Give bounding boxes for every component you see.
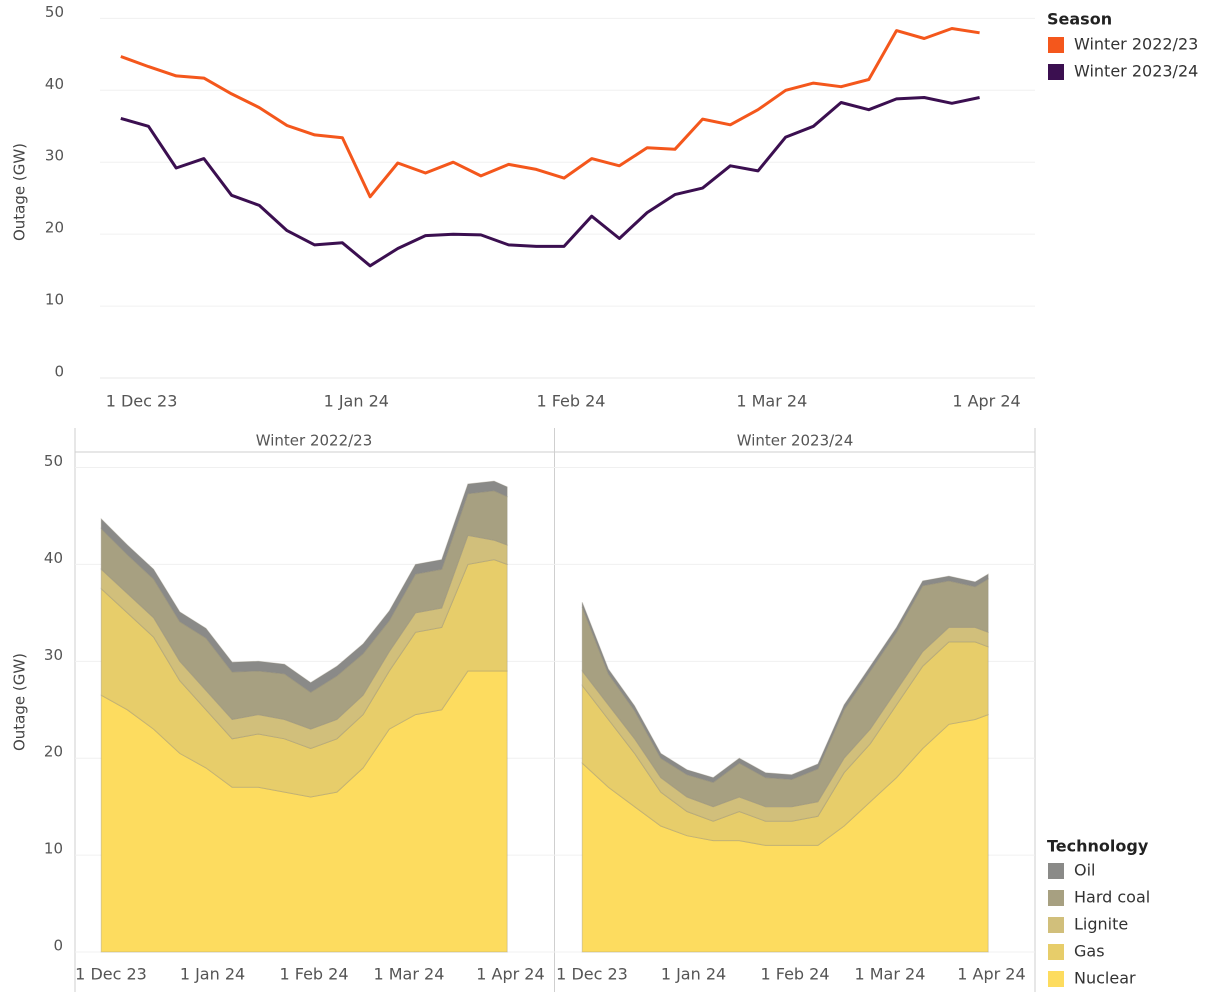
x-tick-label: 1 Feb 24: [279, 965, 348, 984]
legend-label: Gas: [1074, 942, 1105, 961]
y-tick-label: 40: [44, 549, 63, 567]
legend-label: Nuclear: [1074, 969, 1136, 988]
x-tick-label: 1 Feb 24: [536, 392, 605, 411]
legend-label: Oil: [1074, 861, 1095, 880]
legend-swatch: [1048, 890, 1064, 906]
x-tick-label: 1 Dec 23: [556, 965, 628, 984]
x-tick-label: 1 Apr 24: [952, 392, 1020, 411]
y-tick-label: 50: [44, 452, 63, 470]
y-tick-label: 0: [54, 363, 64, 381]
x-tick-label: 1 Mar 24: [373, 965, 444, 984]
x-tick-label: 1 Apr 24: [957, 965, 1025, 984]
y-tick-label: 40: [45, 75, 64, 93]
y-tick-label: 0: [53, 937, 63, 955]
line-series: [120, 96, 980, 268]
y-tick-label: 10: [45, 291, 64, 309]
area-series: [581, 573, 989, 783]
legend-title: Season: [1047, 10, 1112, 29]
x-tick-label: 1 Jan 24: [661, 965, 726, 984]
y-tick-label: 20: [45, 219, 64, 237]
legend-label: Winter 2023/24: [1074, 62, 1198, 81]
y-tick-label: 20: [44, 743, 63, 761]
y-tick-label: 30: [44, 646, 63, 664]
y-axis-label: Outage (GW): [11, 653, 29, 751]
y-tick-label: 30: [45, 147, 64, 165]
area-series: [100, 480, 508, 693]
x-tick-label: 1 Feb 24: [760, 965, 829, 984]
legend-label: Winter 2022/23: [1074, 35, 1198, 54]
area-series: [100, 534, 508, 750]
x-tick-label: 1 Mar 24: [736, 392, 807, 411]
x-tick-label: 1 Apr 24: [476, 965, 544, 984]
panel-title: Winter 2023/24: [737, 432, 854, 450]
x-tick-label: 1 Jan 24: [324, 392, 389, 411]
legend-swatch: [1048, 37, 1064, 53]
legend-swatch: [1048, 944, 1064, 960]
x-tick-label: 1 Dec 23: [106, 392, 178, 411]
x-tick-label: 1 Jan 24: [180, 965, 245, 984]
x-tick-label: 1 Dec 23: [75, 965, 147, 984]
y-axis-label: Outage (GW): [11, 143, 29, 241]
y-tick-label: 10: [44, 840, 63, 858]
line-series: [120, 27, 980, 199]
legend-swatch: [1048, 64, 1064, 80]
x-tick-label: 1 Mar 24: [854, 965, 925, 984]
legend-swatch: [1048, 917, 1064, 933]
legend-label: Lignite: [1074, 915, 1128, 934]
legend-title: Technology: [1047, 837, 1149, 856]
panel-title: Winter 2022/23: [256, 432, 373, 450]
legend-swatch: [1048, 863, 1064, 879]
legend-swatch: [1048, 971, 1064, 987]
legend-label: Hard coal: [1074, 888, 1150, 907]
y-tick-label: 50: [45, 3, 64, 21]
